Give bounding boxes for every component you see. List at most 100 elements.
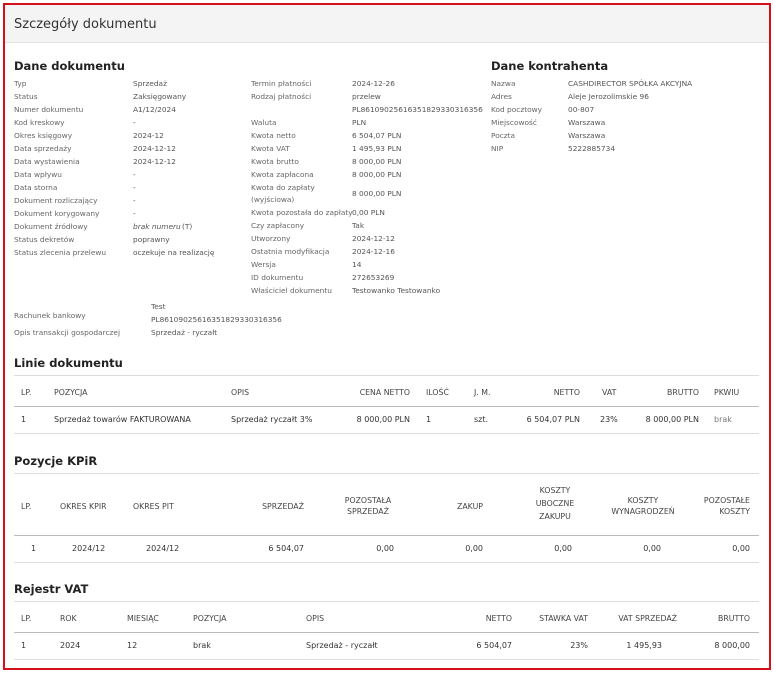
field-label: Status zlecenia przelewu [14,248,107,257]
field-label: Kod pocztowy [491,105,543,114]
panel-header: Szczegóły dokumentu [5,5,769,43]
field-label: Adres [491,92,512,101]
field-value: PLN [352,118,367,127]
cell-cena-netto: 8 000,00 PLN [356,415,410,424]
col-header-pozostala-sprzedaz-line2: SPRZEDAŻ [347,507,389,516]
field-value: - [133,196,136,205]
transaction-description-label: Opis transakcji gospodarczej [14,328,121,337]
col-header-vat-sprzedaz: VAT SPRZEDAŻ [618,614,677,623]
cell-brutto: 8 000,00 PLN [645,415,699,424]
col-header-cena-netto: CENA NETTO [359,388,410,397]
field-label: Dokument rozliczający [14,196,98,205]
col-header-lp: LP. [21,388,32,397]
field-label: Kwota do zapłaty [251,183,315,192]
field-value: 2024-12-26 [352,79,395,88]
col-header-zakup: ZAKUP [457,502,483,511]
field-value: 8 000,00 PLN [352,170,402,179]
transaction-description-value: Sprzedaż - ryczałt [151,328,218,337]
cell-pozostala-sprzedaz: 0,00 [376,544,394,553]
field-value: 2024-12-12 [352,234,395,243]
col-header-opis: OPIS [306,614,325,623]
section-title-dane-dokumentu: Dane dokumentu [14,59,125,73]
col-header-pkwiu: PKWIU [714,388,740,397]
field-value: - [133,209,136,218]
cell-lp: 1 [21,415,27,424]
field-value: brak numeru [133,222,181,231]
table-header-divider [14,535,759,536]
cell-vat: 23% [600,415,618,424]
field-label: NIP [491,144,504,153]
field-value: 272653269 [352,273,395,282]
field-label: Właściciel dokumentu [251,286,332,295]
col-header-koszty-uboczne-line1: KOSZTY [539,486,571,495]
field-label: Data wpływu [14,170,62,179]
cell-okres-kpir: 2024/12 [72,544,106,553]
field-value: 8 000,00 PLN [352,157,402,166]
field-value: 00-807 [568,105,595,114]
field-label: Kod kreskowy [14,118,65,127]
cell-netto: 6 504,07 [476,641,512,650]
cell-brutto: 8 000,00 [714,641,750,650]
divider [14,601,759,602]
field-value: - [133,170,136,179]
divider [14,473,759,474]
col-header-pozycja: POZYCJA [54,388,88,397]
col-header-lp: LP. [21,614,32,623]
cell-opis: Sprzedaż ryczałt 3% [231,415,313,424]
section-title-dane-kontrahenta: Dane kontrahenta [491,59,609,73]
col-header-pozostale-koszty-line2: KOSZTY [719,507,750,516]
field-value: 5222885734 [568,144,616,153]
cell-rok: 2024 [60,641,81,650]
col-header-pozostale-koszty-line1: POZOSTAŁE [703,496,750,505]
field-label: Kwota brutto [251,157,299,166]
field-label: Status [14,92,38,101]
field-value: 6 504,07 PLN [352,131,402,140]
field-value: Testowanko Testowanko [352,286,441,295]
divider [14,562,759,563]
col-header-netto: NETTO [485,614,512,623]
field-value: 2024-12 [133,131,164,140]
document-details-panel: Szczegóły dokumentu Dane dokumentu Typ Sp… [3,3,771,670]
cell-stawka-vat: 23% [570,641,588,650]
field-label: Wersja [251,260,276,269]
field-label: Kwota netto [251,131,296,140]
col-header-netto: NETTO [553,388,580,397]
col-header-opis: OPIS [231,388,250,397]
field-label: Status dekretów [14,235,75,244]
field-value: 14 [352,260,362,269]
col-header-stawka-vat: STAWKA VAT [539,614,588,623]
cell-miesiac: 12 [127,641,138,650]
field-label: Okres księgowy [14,131,73,140]
field-label: Poczta [491,131,516,140]
field-label: Kwota zapłacona [251,170,314,179]
field-label: Data wystawienia [14,157,80,166]
field-value: poprawny [133,235,170,244]
field-value: Aleje Jerozolimskie 96 [568,92,649,101]
cell-pkwiu: brak [714,415,732,424]
field-label: Dokument źródłowy [14,222,88,231]
field-label: Kwota pozostała do zapłaty [251,208,353,217]
field-label: Nazwa [491,79,516,88]
field-value: Sprzedaż [133,79,167,88]
field-value: 2024-12-16 [352,247,395,256]
cell-koszty-uboczne: 0,00 [554,544,572,553]
col-header-sprzedaz: SPRZEDAŻ [262,502,304,511]
bank-account-name: Test [151,302,166,311]
field-value: Warszawa [568,131,606,140]
bank-account-number: PL86109025616351829330316356 [151,315,282,324]
field-label: Miejscowość [491,118,537,127]
field-value: 2024-12-12 [133,157,176,166]
col-header-koszty-uboczne-line2: UBOCZNE [535,499,575,508]
field-value: 0,00 PLN [352,208,385,217]
table-header-divider [14,632,759,633]
col-header-vat: VAT [602,388,617,397]
cell-koszty-wynagrodzen: 0,00 [643,544,661,553]
col-header-jm: J. M. [474,388,491,397]
divider [14,375,759,376]
field-label-cont: (wyjściowa) [251,195,295,204]
cell-pozycja: Sprzedaż towarów FAKTUROWANA [54,415,191,424]
section-title-rejestr-vat: Rejestr VAT [14,582,89,596]
col-header-brutto: BRUTTO [667,388,699,397]
col-header-ilosc: ILOŚĆ [426,388,449,397]
field-label: Numer dokumentu [14,105,84,114]
